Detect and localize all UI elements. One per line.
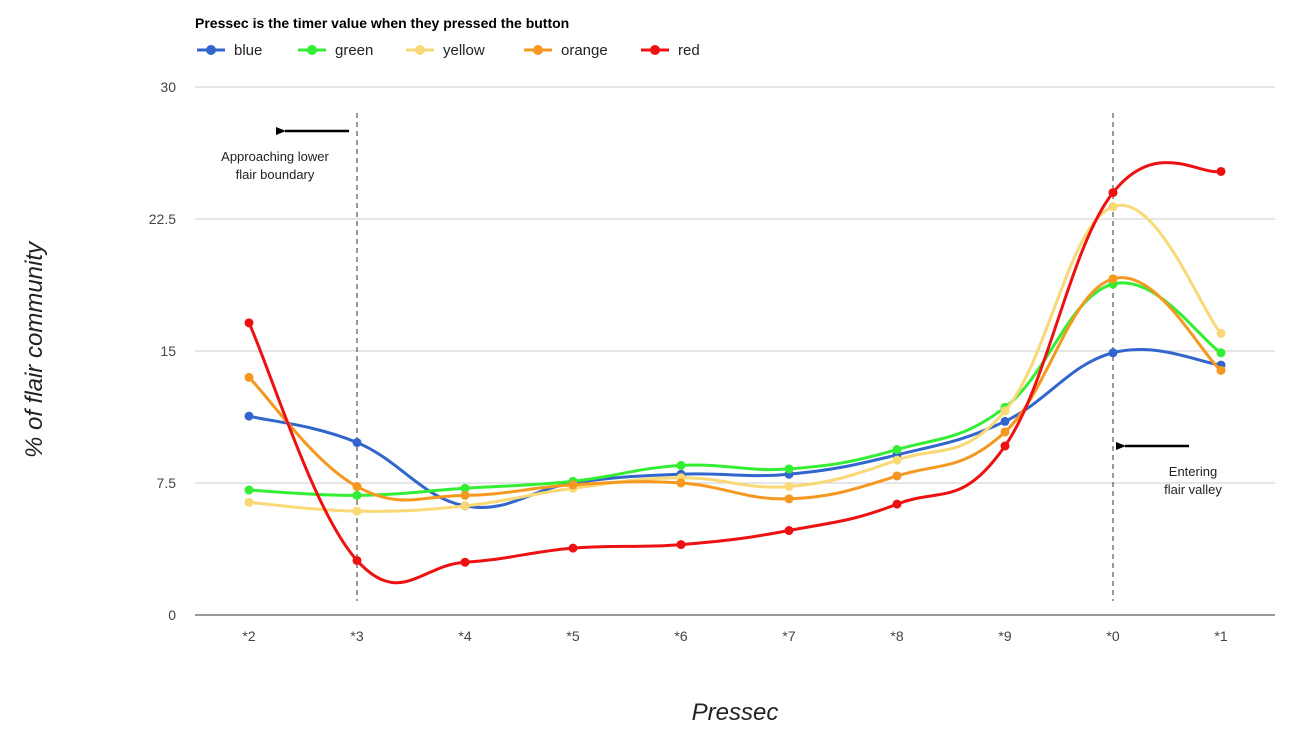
- data-point-orange: [1108, 274, 1118, 284]
- legend-item-green: green: [298, 42, 373, 59]
- data-point-green: [244, 485, 254, 495]
- series-orange: [244, 274, 1226, 504]
- data-point-green: [460, 483, 470, 493]
- annotations: Approaching lower flair boundary Entering f…: [221, 113, 1222, 601]
- data-point-yellow: [1108, 202, 1118, 212]
- y-axis-title: % of flair community: [21, 240, 48, 458]
- data-point-green: [784, 464, 794, 474]
- x-axis-ticks: *2 *3 *4 *5 *6 *7 *8 *9 *0 *1: [242, 628, 1227, 644]
- data-point-orange: [1000, 427, 1010, 437]
- annotation-text: flair valley: [1164, 482, 1222, 497]
- x-tick-label: *8: [890, 628, 903, 644]
- data-point-red: [1000, 441, 1010, 451]
- data-point-red: [784, 526, 794, 536]
- series-line-blue: [247, 348, 1223, 509]
- legend-swatch-dot: [650, 45, 660, 55]
- data-point-orange: [1216, 365, 1226, 375]
- x-tick-label: *2: [242, 628, 255, 644]
- data-point-orange: [568, 480, 578, 490]
- data-point-green: [1216, 348, 1226, 358]
- legend-item-red: red: [641, 42, 700, 59]
- series-group: [244, 161, 1226, 585]
- legend-label: green: [335, 42, 373, 59]
- data-point-orange: [460, 490, 470, 500]
- data-point-red: [676, 540, 686, 550]
- data-point-blue: [244, 411, 254, 421]
- data-point-blue: [1108, 348, 1118, 358]
- y-tick-label: 22.5: [149, 211, 176, 227]
- data-point-orange: [892, 471, 902, 481]
- data-point-red: [1108, 188, 1118, 198]
- series-line-red: [247, 161, 1223, 585]
- data-point-red: [892, 499, 902, 509]
- x-tick-label: *3: [350, 628, 363, 644]
- annotation-text: Entering: [1169, 464, 1217, 479]
- data-point-green: [676, 460, 686, 470]
- legend-swatch-dot: [415, 45, 425, 55]
- data-point-yellow: [244, 497, 254, 507]
- legend-item-orange: orange: [524, 42, 608, 59]
- chart-title: Pressec is the timer value when they pre…: [195, 15, 569, 31]
- data-point-red: [352, 555, 362, 565]
- data-point-orange: [244, 372, 254, 382]
- series-red: [244, 161, 1226, 585]
- x-tick-label: *4: [458, 628, 471, 644]
- data-point-yellow: [784, 482, 794, 492]
- data-point-red: [460, 557, 470, 567]
- y-tick-label: 15: [160, 343, 176, 359]
- data-point-yellow: [1000, 406, 1010, 416]
- data-point-yellow: [460, 501, 470, 511]
- x-tick-label: *0: [1106, 628, 1119, 644]
- y-tick-label: 0: [168, 607, 176, 623]
- legend-swatch-dot: [533, 45, 543, 55]
- data-point-red: [244, 318, 254, 328]
- legend-swatch-dot: [206, 45, 216, 55]
- x-tick-label: *6: [674, 628, 687, 644]
- series-line-yellow: [247, 203, 1223, 513]
- x-tick-label: *1: [1214, 628, 1227, 644]
- data-point-red: [568, 543, 578, 553]
- data-point-yellow: [352, 506, 362, 516]
- legend-item-yellow: yellow: [406, 42, 485, 59]
- legend-label: orange: [561, 42, 608, 59]
- data-point-yellow: [1216, 328, 1226, 338]
- series-line-orange: [247, 276, 1223, 502]
- data-point-blue: [352, 438, 362, 448]
- data-point-orange: [676, 478, 686, 488]
- legend-item-blue: blue: [197, 42, 262, 59]
- x-tick-label: *5: [566, 628, 579, 644]
- data-point-blue: [1000, 416, 1010, 426]
- data-point-red: [1216, 166, 1226, 176]
- y-tick-label: 30: [160, 79, 176, 95]
- legend-label: yellow: [443, 42, 485, 59]
- annotation-text: Approaching lower: [221, 149, 329, 164]
- x-tick-label: *9: [998, 628, 1011, 644]
- y-tick-label: 7.5: [157, 475, 177, 491]
- series-blue: [244, 348, 1226, 511]
- annotation-text: flair boundary: [236, 167, 315, 182]
- data-point-yellow: [892, 455, 902, 465]
- x-tick-label: *7: [782, 628, 795, 644]
- data-point-green: [892, 445, 902, 455]
- legend: blue green yellow orange red: [197, 42, 700, 59]
- data-point-orange: [784, 494, 794, 504]
- y-axis-ticks: 0 7.5 15 22.5 30: [149, 79, 176, 623]
- legend-swatch-dot: [307, 45, 317, 55]
- x-axis-title: Pressec: [692, 699, 779, 726]
- legend-label: blue: [234, 42, 262, 59]
- legend-label: red: [678, 42, 700, 59]
- data-point-green: [352, 490, 362, 500]
- data-point-orange: [352, 482, 362, 492]
